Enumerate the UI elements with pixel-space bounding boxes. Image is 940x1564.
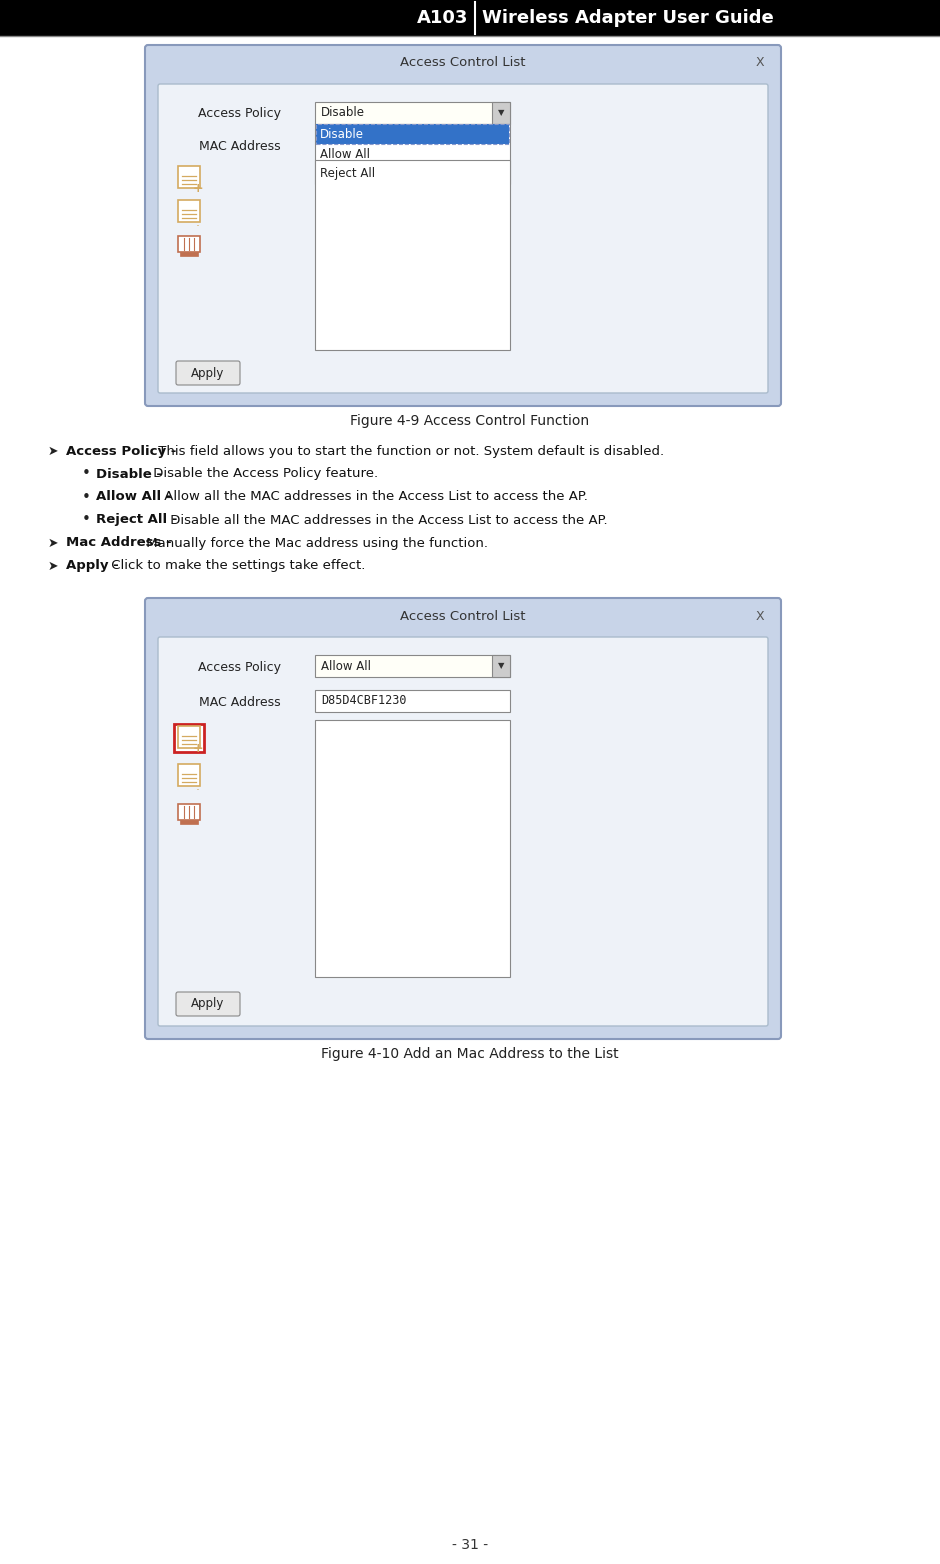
FancyBboxPatch shape bbox=[145, 597, 781, 1038]
FancyBboxPatch shape bbox=[158, 637, 768, 1026]
Text: Disable -: Disable - bbox=[96, 468, 162, 480]
Text: •: • bbox=[82, 490, 91, 505]
Bar bbox=[315, 655, 510, 677]
Text: Disable all the MAC addresses in the Access List to access the AP.: Disable all the MAC addresses in the Acc… bbox=[166, 513, 608, 527]
Text: +: + bbox=[193, 181, 203, 194]
Text: •: • bbox=[82, 466, 91, 482]
Text: Access Policy: Access Policy bbox=[198, 660, 281, 674]
Text: ➤: ➤ bbox=[48, 444, 58, 458]
FancyBboxPatch shape bbox=[176, 992, 240, 1017]
Bar bbox=[315, 102, 510, 124]
Text: - 31 -: - 31 - bbox=[452, 1537, 488, 1551]
Bar bbox=[315, 719, 510, 978]
Text: ➤: ➤ bbox=[48, 536, 58, 549]
Bar bbox=[315, 124, 510, 185]
Text: .: . bbox=[196, 779, 200, 793]
Text: MAC Address: MAC Address bbox=[199, 139, 281, 153]
Text: X: X bbox=[756, 56, 764, 69]
Text: Manually force the Mac address using the function.: Manually force the Mac address using the… bbox=[142, 536, 488, 549]
Text: ➤: ➤ bbox=[48, 560, 58, 572]
Text: Access Control List: Access Control List bbox=[400, 56, 525, 69]
Bar bbox=[0, 0, 940, 36]
Bar bbox=[178, 726, 200, 748]
Text: Access Policy: Access Policy bbox=[198, 108, 281, 120]
Text: ▼: ▼ bbox=[498, 662, 504, 671]
FancyBboxPatch shape bbox=[158, 84, 768, 393]
Bar bbox=[315, 690, 510, 712]
Bar bbox=[178, 166, 200, 188]
Text: Apply: Apply bbox=[192, 998, 225, 1010]
Text: Reject All: Reject All bbox=[320, 167, 375, 180]
Text: Mac Address -: Mac Address - bbox=[66, 536, 172, 549]
Text: Figure 4-9 Access Control Function: Figure 4-9 Access Control Function bbox=[351, 414, 589, 429]
Text: Access Policy -: Access Policy - bbox=[66, 444, 177, 458]
Text: Disable: Disable bbox=[320, 128, 364, 141]
Text: D85D4CBF1230: D85D4CBF1230 bbox=[321, 694, 406, 707]
Bar bbox=[492, 102, 510, 124]
Text: X: X bbox=[756, 610, 764, 622]
Text: +: + bbox=[193, 741, 203, 754]
Text: Apply -: Apply - bbox=[66, 560, 118, 572]
Text: Reject All -: Reject All - bbox=[96, 513, 178, 527]
Bar bbox=[178, 763, 200, 787]
Text: Wireless Adapter User Guide: Wireless Adapter User Guide bbox=[482, 9, 774, 27]
Bar bbox=[178, 236, 200, 252]
Text: Figure 4-10 Add an Mac Address to the List: Figure 4-10 Add an Mac Address to the Li… bbox=[321, 1046, 619, 1060]
Text: Disable the Access Policy feature.: Disable the Access Policy feature. bbox=[149, 468, 378, 480]
FancyBboxPatch shape bbox=[145, 45, 781, 407]
Bar bbox=[316, 124, 509, 144]
Text: Click to make the settings take effect.: Click to make the settings take effect. bbox=[107, 560, 366, 572]
Bar bbox=[180, 252, 198, 256]
Text: Allow All -: Allow All - bbox=[96, 491, 171, 504]
Text: Allow All: Allow All bbox=[320, 147, 370, 161]
Text: Disable: Disable bbox=[321, 106, 365, 119]
Bar bbox=[492, 655, 510, 677]
Bar bbox=[180, 820, 198, 824]
Text: .: . bbox=[196, 216, 200, 228]
Text: MAC Address: MAC Address bbox=[199, 696, 281, 708]
Bar bbox=[178, 200, 200, 222]
Bar bbox=[316, 124, 509, 144]
FancyBboxPatch shape bbox=[176, 361, 240, 385]
Text: Allow all the MAC addresses in the Access List to access the AP.: Allow all the MAC addresses in the Acces… bbox=[161, 491, 588, 504]
Bar bbox=[178, 804, 200, 820]
Bar bbox=[315, 160, 510, 350]
Text: Apply: Apply bbox=[192, 366, 225, 380]
Text: ▼: ▼ bbox=[498, 108, 504, 117]
Text: Allow All: Allow All bbox=[321, 660, 371, 673]
Text: Access Control List: Access Control List bbox=[400, 610, 525, 622]
Text: This field allows you to start the function or not. System default is disabled.: This field allows you to start the funct… bbox=[154, 444, 664, 458]
Text: •: • bbox=[82, 513, 91, 527]
Bar bbox=[174, 724, 204, 752]
Text: A103: A103 bbox=[416, 9, 468, 27]
